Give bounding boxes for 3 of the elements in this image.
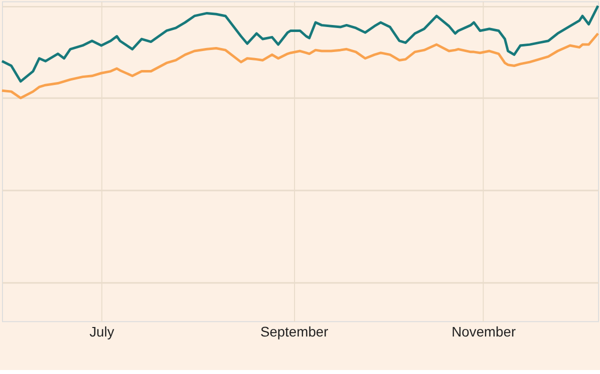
x-tick-label: July	[89, 323, 114, 340]
x-tick-label: November	[452, 323, 516, 340]
x-tick-label: September	[260, 323, 329, 340]
